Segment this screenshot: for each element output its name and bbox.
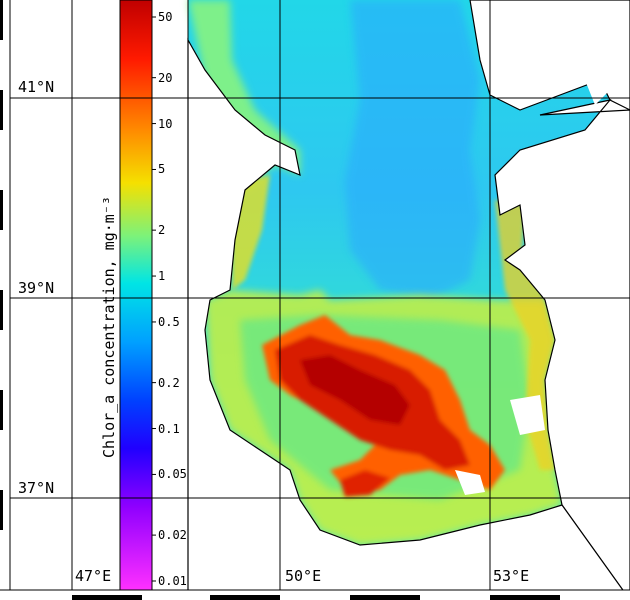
lat-label-37: 37°N	[17, 479, 56, 497]
colorbar	[119, 0, 153, 591]
colorbar-tick-label: 0.05	[158, 467, 187, 482]
colorbar-tick-label: 1	[158, 269, 166, 284]
colorbar-tick-label: 0.1	[158, 421, 180, 436]
colorbar-tick-label: 50	[158, 10, 173, 24]
lon-label-50: 50°E	[285, 567, 322, 585]
colorbar-title-text: Chlor_a concentration, mg·m⁻³	[100, 196, 118, 458]
lon-label-47: 47°E	[75, 567, 112, 585]
lat-label-41: 41°N	[17, 78, 56, 96]
colorbar-tick-label: 2	[158, 223, 166, 238]
bottom-scale-ticks	[72, 595, 560, 600]
caspian-sea	[188, 0, 610, 545]
lat-label-39: 39°N	[17, 279, 56, 297]
colorbar-tick-label: 20	[158, 70, 173, 85]
left-frame	[0, 0, 10, 600]
colorbar-tick-label: 0.02	[158, 528, 187, 543]
colorbar-tick-label: 5	[158, 162, 166, 177]
bottom-frame	[0, 590, 630, 600]
left-scale-ticks	[0, 0, 3, 530]
lon-label-53: 53°E	[493, 567, 530, 585]
graticule	[10, 0, 630, 590]
colorbar-tick-label: 10	[158, 116, 173, 131]
colorbar-tick-label: 0.2	[158, 375, 180, 390]
colorbar-tick-label: 0.5	[158, 314, 180, 329]
colorbar-tick-label: 0.01	[158, 574, 187, 588]
colorbar-tick-marks	[152, 16, 156, 582]
land	[187, 0, 630, 600]
